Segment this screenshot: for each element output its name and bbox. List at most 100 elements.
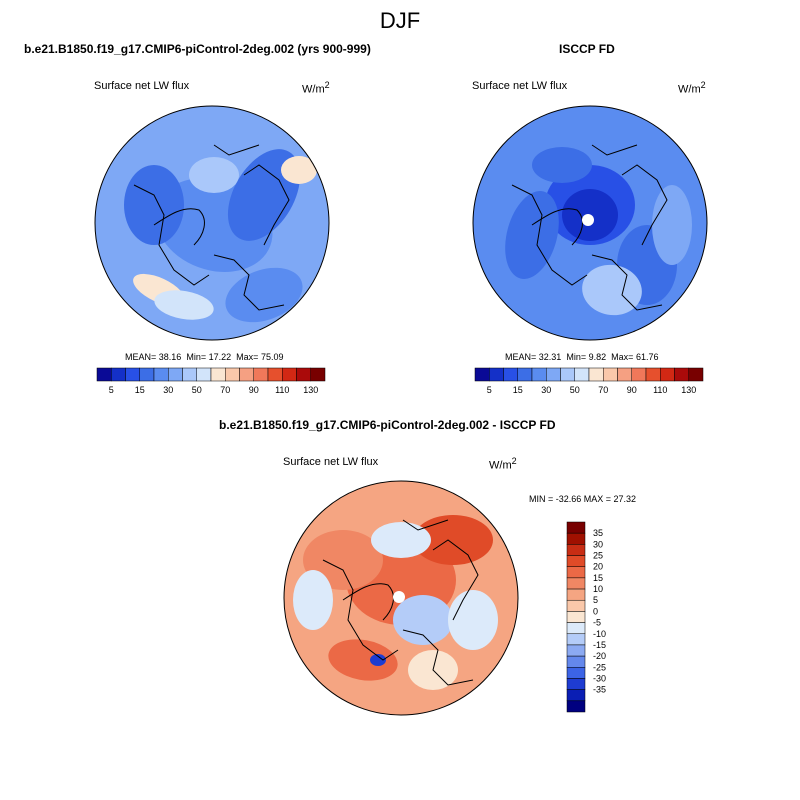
right-min-value: 9.82 <box>588 352 607 362</box>
diff-field-patch <box>328 639 398 681</box>
diff-colorbar-tick-label: -35 <box>593 685 606 695</box>
diff-units-label: W/m2 <box>489 456 517 472</box>
right-colorbar-tick-label: 50 <box>570 385 580 395</box>
diff-colorbar-tick-label: 20 <box>593 562 603 572</box>
left-colorbar-tick-label: 50 <box>192 385 202 395</box>
right-polar-map <box>472 105 708 341</box>
right-units-exponent: 2 <box>700 80 706 90</box>
left-variable-label: Surface net LW flux <box>94 80 190 92</box>
left-colorbar-tick-label: 5 <box>109 385 114 395</box>
diff-colorbar-box <box>566 577 586 590</box>
right-coastline <box>591 254 663 311</box>
right-colorbar-tick-label: 5 <box>487 385 492 395</box>
diff-coastline <box>322 559 399 661</box>
left-colorbar-box <box>296 367 311 382</box>
diff-colorbar-tick-label: 15 <box>593 573 603 583</box>
left-field-patch <box>225 267 303 323</box>
right-colorbar-box <box>531 367 547 382</box>
left-colorbar-tick-label: 130 <box>303 385 318 395</box>
diff-colorbar-tick-label: -25 <box>593 662 606 672</box>
right-case-title: ISCCP FD <box>559 42 615 56</box>
right-max-value: 61.76 <box>635 352 659 362</box>
left-colorbar-tick-label: 15 <box>135 385 145 395</box>
diff-colorbar-tick-label: 30 <box>593 539 603 549</box>
left-colorbar-box <box>310 367 326 382</box>
left-field-patch <box>154 290 214 320</box>
diff-map-border <box>283 480 519 716</box>
left-units-label: W/m2 <box>302 80 330 96</box>
right-mean-label: MEAN= <box>505 352 537 362</box>
page-title: DJF <box>379 8 421 33</box>
left-map-border <box>94 105 330 341</box>
left-colorbar-box <box>267 367 283 382</box>
diff-colorbar-tick-label: 0 <box>593 606 598 616</box>
diff-coastline <box>402 519 449 531</box>
right-colorbar-tick-label: 110 <box>653 385 667 395</box>
right-colorbar-box <box>474 367 490 382</box>
left-colorbar-box <box>253 367 269 382</box>
left-field <box>95 106 329 340</box>
left-coastline <box>213 144 260 156</box>
left-units-exponent: 2 <box>324 80 330 90</box>
diff-coastline <box>432 539 479 621</box>
diff-colorbar-tick-label: 5 <box>593 595 598 605</box>
left-min-label: Min= <box>186 352 207 362</box>
left-colorbar-box <box>196 367 212 382</box>
left-colorbar-tick-label: 30 <box>163 385 173 395</box>
diff-colorbar-tick-label: 25 <box>593 551 603 561</box>
diff-field-patch <box>370 654 386 666</box>
diff-colorbar-box <box>566 599 586 612</box>
right-colorbar-box <box>517 367 533 382</box>
diff-colorbar-tick-label: 35 <box>593 528 603 538</box>
right-colorbar-box <box>645 367 661 382</box>
diff-field-patch <box>393 595 453 645</box>
left-colorbar-box <box>225 367 240 382</box>
diff-coastline <box>342 583 394 621</box>
diff-colorbar-box <box>566 633 586 646</box>
diff-field-patch <box>413 515 493 565</box>
right-mean-value: 32.31 <box>538 352 562 362</box>
right-colorbar-tick-label: 130 <box>681 385 696 395</box>
left-colorbar-box <box>96 367 112 382</box>
left-field-patch <box>281 156 317 184</box>
diff-case-title: b.e21.B1850.f19_g17.CMIP6-piControl-2deg… <box>219 418 556 432</box>
diff-colorbar-tick-label: -10 <box>593 629 606 639</box>
right-variable-label: Surface net LW flux <box>472 80 568 92</box>
diff-colorbar-tick-label: -5 <box>593 618 601 628</box>
right-field-patch <box>652 185 692 265</box>
diff-colorbar-box <box>566 644 586 657</box>
right-max-label: Max= <box>611 352 634 362</box>
diff-colorbar-box <box>566 532 586 545</box>
right-colorbar-tick-label: 15 <box>513 385 523 395</box>
diff-colorbar-box <box>566 555 586 567</box>
diff-polar-map <box>283 480 519 716</box>
diff-colorbar-box <box>566 544 586 556</box>
left-polar-map <box>94 105 330 341</box>
right-field <box>473 106 707 340</box>
right-map-border <box>472 105 708 341</box>
left-units-base: W/m <box>302 83 325 96</box>
left-colorbar-box <box>153 367 169 382</box>
diff-colorbar-box <box>566 588 586 601</box>
diff-colorbar-box <box>566 566 586 579</box>
left-coastline <box>153 208 205 246</box>
left-colorbar-box <box>239 367 254 382</box>
left-coastline <box>213 254 285 311</box>
right-missing-data-spot <box>582 214 594 226</box>
left-coastline <box>243 164 290 246</box>
right-colorbar-box <box>617 367 632 382</box>
diff-field-patch <box>448 590 498 650</box>
diff-colorbar-box <box>566 689 586 702</box>
right-colorbar-box <box>688 367 704 382</box>
diff-missing-data-spot <box>393 591 405 603</box>
left-colorbar-box <box>139 367 155 382</box>
left-colorbar-tick-label: 110 <box>275 385 289 395</box>
diff-units-base: W/m <box>489 459 512 472</box>
right-colorbar-box <box>674 367 689 382</box>
diff-units-exponent: 2 <box>511 456 517 466</box>
left-colorbar-tick-label: 70 <box>220 385 230 395</box>
right-colorbar: 5 15 30 50 70 90 110 130 <box>474 367 704 395</box>
diff-colorbar-box <box>566 700 586 713</box>
diff-field-patch <box>293 570 333 630</box>
left-field-patch <box>189 157 239 193</box>
